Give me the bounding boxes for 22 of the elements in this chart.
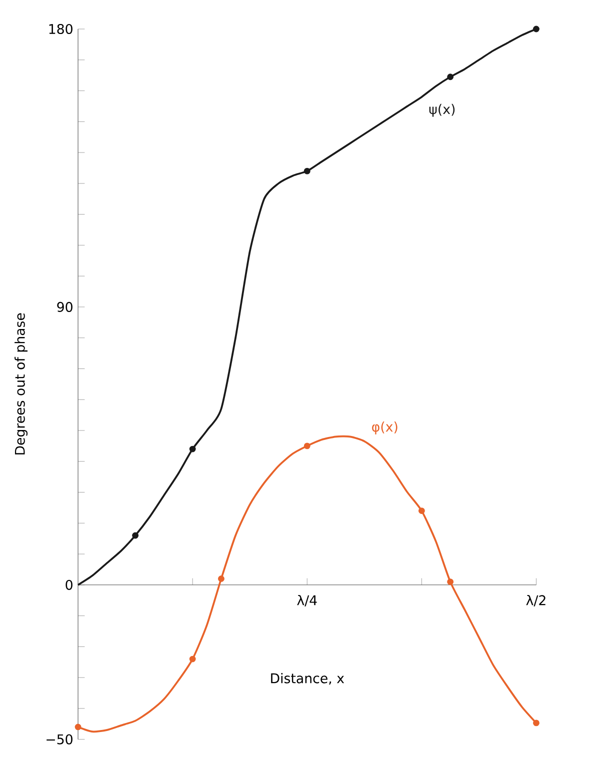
point <box>132 532 139 539</box>
series-label: ψ(x) <box>430 104 455 117</box>
point <box>75 724 82 730</box>
point <box>218 576 225 582</box>
point <box>190 446 196 452</box>
point <box>533 26 540 32</box>
series-label: φ(x) <box>372 421 398 434</box>
point <box>190 656 196 662</box>
y-tick-label: 180 <box>50 24 73 34</box>
point <box>447 74 454 80</box>
x-axis-title: Distance, x <box>271 672 344 685</box>
point <box>447 578 454 586</box>
y-axis-title: Degrees out of phase <box>14 313 28 454</box>
y-tick-label: 90 <box>57 302 73 312</box>
x-tick-label: λ/2 <box>526 594 546 606</box>
y-tick-label: −50 <box>46 734 73 744</box>
point <box>533 720 540 726</box>
point <box>304 442 311 450</box>
point <box>304 168 311 174</box>
point <box>418 508 426 514</box>
x-tick-label: λ/4 <box>297 594 318 606</box>
y-tick-label: 0 <box>66 580 73 590</box>
